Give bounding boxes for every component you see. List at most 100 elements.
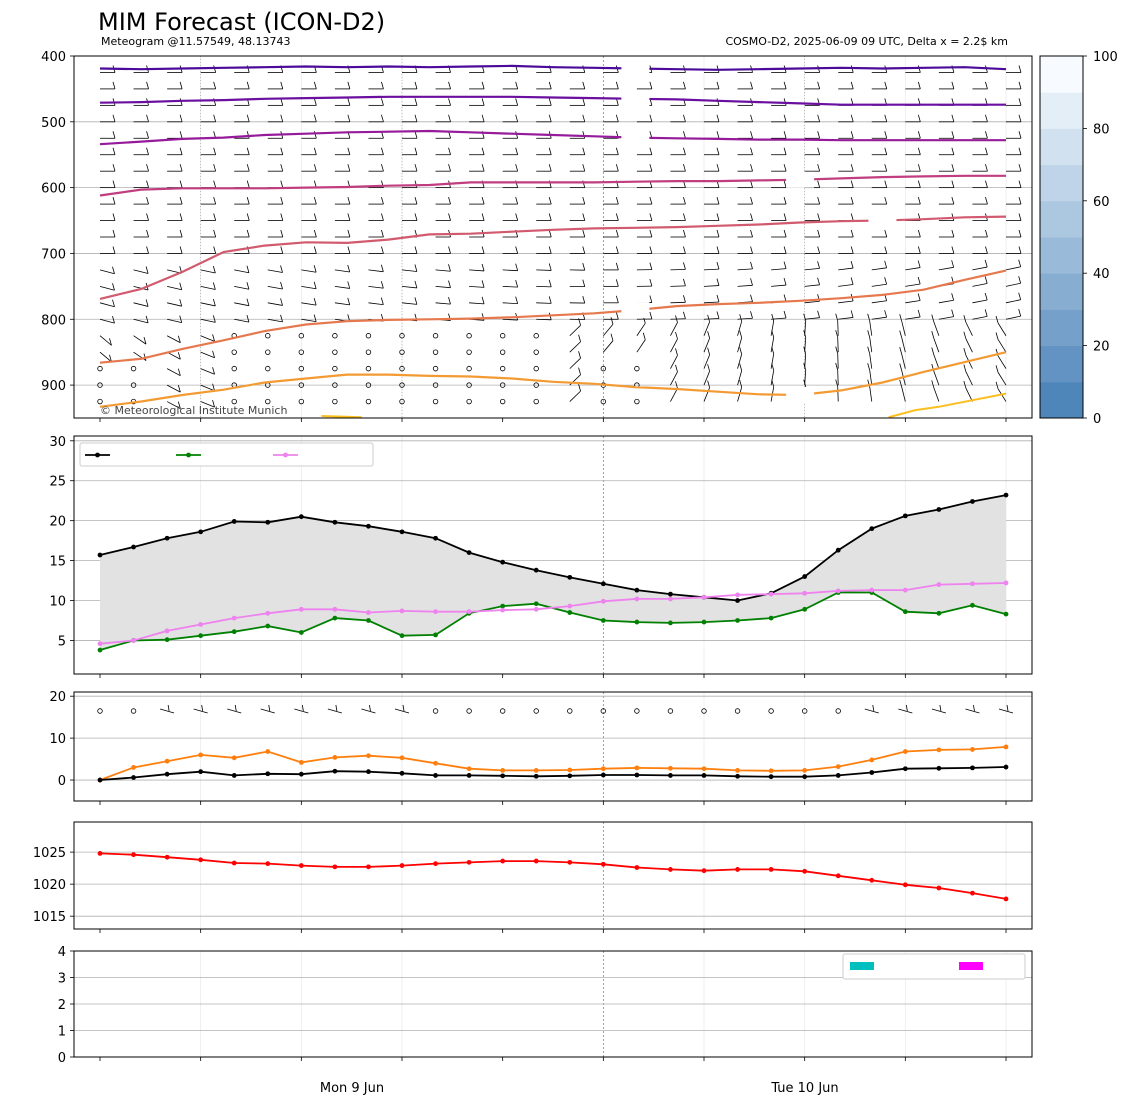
data-point: [869, 587, 875, 593]
wind-barb-flag: [448, 264, 451, 272]
wind-barb-flag: [347, 114, 351, 122]
wind-barb-flag: [246, 196, 250, 205]
wind-barb-flag: [112, 316, 115, 324]
wind-barb-flag: [803, 330, 807, 338]
wind-barb-flag: [675, 315, 678, 323]
precipitation-panel-border: [73, 950, 1033, 1058]
wind-barb-flag: [416, 56, 417, 57]
data-point: [802, 774, 808, 780]
wind-barb-flag: [347, 147, 351, 155]
wind-barb-flag: [515, 81, 519, 90]
wind-barb-flag: [985, 114, 988, 122]
wind-barb-flag: [347, 213, 351, 221]
y-tick-label: 600: [41, 182, 66, 197]
calm-marker: [365, 398, 372, 405]
wind-barb: [166, 401, 181, 409]
wind-barb-flag: [313, 246, 317, 254]
wind-barb-flag: [234, 704, 237, 712]
data-point: [1003, 744, 1009, 750]
calm-marker: [533, 398, 539, 405]
data-point: [634, 587, 640, 593]
wind-barb-flag: [414, 147, 418, 155]
y-tick-label: 20: [49, 515, 66, 530]
series-line-2: [99, 582, 1007, 645]
wind-barb-flag: [951, 131, 955, 139]
wind-barb-flag: [716, 81, 720, 90]
wind-barb: [837, 386, 839, 402]
wind-barb: [997, 372, 1007, 386]
wind-barb-flag: [973, 704, 975, 712]
data-point: [902, 766, 908, 772]
wind-barb-flag: [817, 246, 821, 254]
wind-barb-flag: [515, 164, 519, 172]
data-point: [768, 867, 774, 872]
wind-barb-flag: [917, 147, 921, 155]
wind-barb: [972, 316, 988, 320]
data-point: [1003, 492, 1009, 498]
wind-barb-flag: [179, 213, 183, 221]
wind-barb-flag: [716, 278, 720, 286]
wind-barb-flag: [347, 164, 351, 172]
calm-marker: [298, 398, 305, 405]
wind-barb-flag: [835, 362, 839, 371]
wind-barb-flag: [984, 259, 988, 268]
wind-barb: [401, 269, 417, 272]
wind-barb: [636, 323, 646, 336]
dewpoint-spread-area: [100, 495, 1006, 650]
wind-barb-flag: [771, 363, 775, 371]
wind-barb: [869, 353, 873, 369]
wind-barb-flag: [951, 293, 955, 301]
wind-barb-flag: [381, 164, 384, 172]
wind-barb-flag: [707, 364, 711, 372]
wind-barb-flag: [146, 246, 149, 254]
wind-barb-flag: [347, 229, 351, 238]
wind-barb-flag: [951, 260, 955, 268]
wind-barb-flag: [112, 229, 116, 238]
data-point: [835, 773, 841, 778]
wind-barb: [166, 335, 181, 344]
calm-marker: [265, 398, 271, 405]
wind-barb-flag: [984, 309, 988, 317]
isotherm-line: [321, 415, 362, 418]
calm-marker: [600, 708, 607, 714]
wind-barb-flag: [381, 196, 384, 205]
wind-barb-flag: [985, 229, 988, 238]
wind-barb-flag: [213, 246, 217, 254]
data-point: [298, 514, 304, 520]
wind-barb: [1005, 282, 1021, 287]
wind-barb-flag: [414, 81, 418, 90]
copyright-label: © Meteorological Institute Munich: [100, 404, 287, 417]
wind-barb-flag: [615, 246, 619, 254]
wind-barb-flag: [212, 265, 216, 274]
wind-barb-flag: [448, 98, 451, 106]
wind-barb: [166, 351, 181, 360]
wind-barb-flag: [803, 313, 807, 321]
wind-barb-flag: [246, 298, 250, 306]
data-point: [332, 768, 338, 774]
wind-barbs: [97, 56, 1022, 409]
wind-barb-flag: [850, 277, 854, 285]
data-point: [768, 768, 774, 774]
wind-barb-flag: [280, 246, 284, 254]
wind-barb-flag: [112, 246, 116, 254]
wind-barb: [502, 285, 518, 288]
wind-barb-flag: [917, 196, 921, 205]
wind-barb: [804, 317, 820, 320]
wind-barb-flag: [212, 298, 216, 307]
data-point: [533, 773, 539, 779]
data-point: [902, 882, 908, 888]
wind-barb-flag: [750, 180, 753, 188]
wind-barb-flag: [1018, 309, 1022, 317]
data-point: [533, 601, 539, 607]
wind-barb: [166, 384, 181, 393]
wind-barb-flag: [884, 310, 888, 318]
wind-barb: [905, 267, 921, 271]
wind-barb-flag: [718, 56, 719, 57]
wind-barb-flag: [582, 196, 586, 205]
wind-barb: [99, 285, 115, 291]
wind-barb-flag: [146, 213, 149, 221]
wind-barb: [234, 302, 250, 307]
wind-barb-flag: [817, 114, 821, 122]
wind-barb: [160, 708, 175, 714]
data-point: [668, 596, 673, 602]
